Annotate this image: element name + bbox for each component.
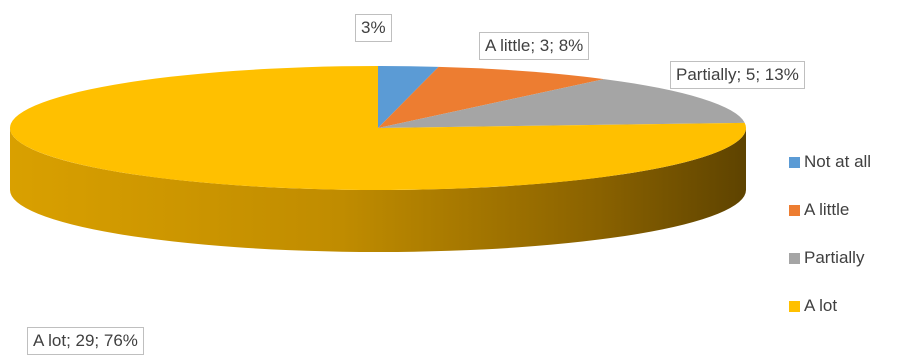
legend-label-a-little: A little [804, 200, 850, 219]
legend-swatch-not-at-all [789, 156, 800, 168]
legend-swatch-a-lot [789, 300, 800, 312]
legend-label-not-at-all: Not at all [804, 152, 872, 171]
legend-item-a-little: A little [789, 186, 871, 234]
data-label-a-little: A little; 3; 8% [479, 32, 590, 60]
pie-slice-a-little [378, 66, 605, 128]
legend-label-partially: Partially [804, 248, 865, 267]
pie-slice-a-lot [9, 66, 746, 190]
data-label-partially: Partially; 5; 13% [670, 61, 805, 89]
data-label-not-at-all: 3% [355, 14, 392, 42]
pie-side-a-lot [10, 128, 746, 252]
legend-swatch-a-little [789, 204, 800, 216]
legend-swatch-partially [789, 252, 800, 264]
legend-item-partially: Partially [789, 234, 871, 282]
legend: Not at all A little Partially A lot [789, 138, 871, 330]
legend-item-not-at-all: Not at all [789, 138, 871, 186]
pie-slice-partially [378, 79, 745, 128]
pie-slice-not-at-all [378, 66, 439, 128]
legend-item-a-lot: A lot [789, 282, 871, 330]
legend-label-a-lot: A lot [804, 296, 838, 315]
data-label-a-lot: A lot; 29; 76% [27, 327, 144, 355]
